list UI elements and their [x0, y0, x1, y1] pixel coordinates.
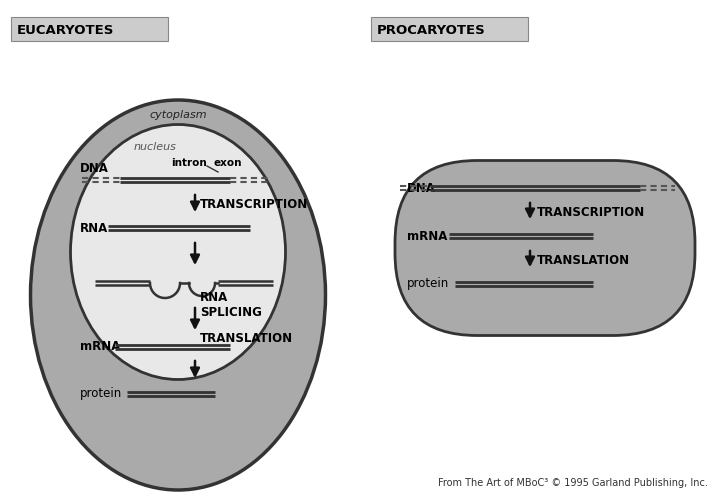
FancyBboxPatch shape — [371, 17, 528, 41]
Ellipse shape — [71, 125, 286, 380]
Text: mRNA: mRNA — [80, 340, 120, 353]
Text: RNA
SPLICING: RNA SPLICING — [200, 291, 262, 319]
Text: nucleus: nucleus — [133, 142, 177, 152]
Text: TRANSCRIPTION: TRANSCRIPTION — [537, 206, 645, 220]
Text: EUCARYOTES: EUCARYOTES — [17, 23, 115, 36]
FancyBboxPatch shape — [11, 17, 168, 41]
Text: RNA: RNA — [80, 222, 108, 235]
Text: protein: protein — [80, 388, 123, 401]
Text: exon: exon — [213, 158, 242, 168]
Text: mRNA: mRNA — [407, 230, 447, 243]
Text: From The Art of MBoC³ © 1995 Garland Publishing, Inc.: From The Art of MBoC³ © 1995 Garland Pub… — [438, 478, 708, 488]
Text: cytoplasm: cytoplasm — [149, 110, 207, 120]
Text: DNA: DNA — [407, 181, 436, 194]
Text: intron: intron — [171, 158, 207, 168]
Ellipse shape — [30, 100, 325, 490]
Text: protein: protein — [407, 277, 449, 291]
Text: DNA: DNA — [80, 162, 109, 174]
Text: PROCARYOTES: PROCARYOTES — [377, 23, 486, 36]
Text: TRANSCRIPTION: TRANSCRIPTION — [200, 198, 309, 212]
FancyBboxPatch shape — [395, 161, 695, 335]
Text: TRANSLATION: TRANSLATION — [537, 254, 630, 267]
Text: TRANSLATION: TRANSLATION — [200, 331, 293, 344]
